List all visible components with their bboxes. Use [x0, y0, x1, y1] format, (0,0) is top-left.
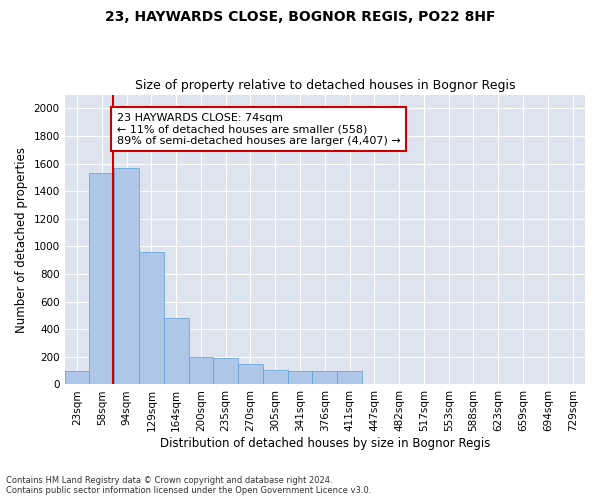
Bar	[214, 358, 238, 384]
Bar	[238, 364, 263, 384]
Bar	[337, 372, 362, 384]
Title: Size of property relative to detached houses in Bognor Regis: Size of property relative to detached ho…	[134, 79, 515, 92]
Bar	[139, 252, 164, 384]
Bar	[114, 168, 139, 384]
X-axis label: Distribution of detached houses by size in Bognor Regis: Distribution of detached houses by size …	[160, 437, 490, 450]
Y-axis label: Number of detached properties: Number of detached properties	[15, 146, 28, 332]
Bar	[164, 318, 188, 384]
Text: 23, HAYWARDS CLOSE, BOGNOR REGIS, PO22 8HF: 23, HAYWARDS CLOSE, BOGNOR REGIS, PO22 8…	[105, 10, 495, 24]
Bar	[89, 173, 114, 384]
Bar	[188, 357, 214, 384]
Bar	[313, 372, 337, 384]
Bar	[263, 370, 287, 384]
Text: Contains HM Land Registry data © Crown copyright and database right 2024.
Contai: Contains HM Land Registry data © Crown c…	[6, 476, 371, 495]
Bar	[287, 370, 313, 384]
Text: 23 HAYWARDS CLOSE: 74sqm
← 11% of detached houses are smaller (558)
89% of semi-: 23 HAYWARDS CLOSE: 74sqm ← 11% of detach…	[117, 112, 400, 146]
Bar	[65, 370, 89, 384]
